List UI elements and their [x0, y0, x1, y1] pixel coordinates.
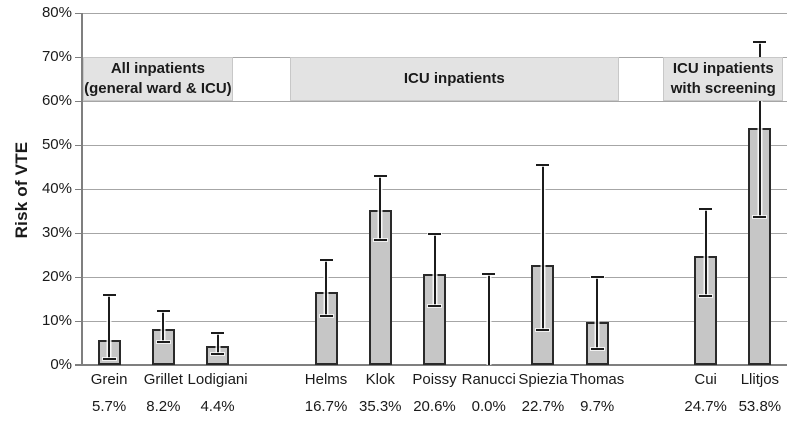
error-cap-low: [211, 352, 225, 355]
error-bar-cui: [704, 208, 707, 296]
study-label-grein: Grein: [90, 371, 128, 388]
x-axis-line: [75, 364, 787, 366]
value-label-grillet: 8.2%: [146, 398, 181, 415]
error-cap-low: [102, 358, 116, 361]
error-cap-high: [699, 207, 713, 210]
group-box-label: All inpatients: [110, 60, 205, 77]
error-cap-low: [319, 314, 333, 317]
study-label-thomas: Thomas: [570, 371, 625, 388]
group-box-label: (general ward & ICU): [84, 80, 232, 97]
study-label-llitjos: Llitjos: [740, 371, 780, 388]
error-cap-low: [590, 348, 604, 351]
error-cap-high: [211, 332, 225, 335]
error-bar-grillet: [162, 311, 165, 342]
y-tick-label: 50%: [41, 136, 72, 153]
error-bar-klok: [379, 176, 382, 240]
gridline-50: [82, 144, 787, 146]
error-bar-grein: [108, 294, 111, 360]
error-cap-high: [156, 310, 170, 313]
error-bar-thomas: [596, 277, 599, 350]
y-tick: [75, 100, 82, 102]
error-bar-spiezia: [541, 165, 544, 330]
group-box-label: ICU inpatients: [672, 60, 774, 77]
value-label-klok: 35.3%: [358, 398, 402, 415]
value-label-llitjos: 53.8%: [738, 398, 782, 415]
y-tick-label: 40%: [41, 180, 72, 197]
y-tick: [75, 232, 82, 234]
y-tick: [75, 56, 82, 58]
error-bar-llitjos: [758, 42, 761, 218]
error-cap-high: [102, 293, 116, 296]
error-cap-low: [699, 294, 713, 297]
group-box-label: with screening: [670, 80, 776, 97]
y-axis-line: [81, 13, 83, 365]
y-tick-label: 10%: [41, 312, 72, 329]
y-tick-label: 70%: [41, 48, 72, 65]
y-tick-label: 60%: [41, 92, 72, 109]
value-label-poissy: 20.6%: [413, 398, 456, 415]
error-cap-high: [428, 232, 441, 235]
y-tick: [75, 188, 82, 190]
study-label-grillet: Grillet: [143, 371, 183, 388]
value-label-lodigiani: 4.4%: [200, 398, 235, 415]
value-label-thomas: 9.7%: [580, 398, 615, 415]
error-cap-low: [753, 216, 767, 219]
y-tick-label: 80%: [41, 4, 72, 21]
study-label-lodigiani: Lodigiani: [187, 371, 248, 388]
study-label-poissy: Poissy: [412, 371, 457, 388]
study-label-klok: Klok: [365, 371, 395, 388]
error-cap-high: [590, 276, 604, 279]
error-bar-lodigiani: [216, 333, 219, 354]
group-box-label: ICU inpatients: [403, 70, 505, 87]
y-tick: [75, 144, 82, 146]
error-cap-low: [156, 340, 170, 343]
group-box-1: All inpatients (general ward & ICU): [83, 57, 233, 101]
value-label-helms: 16.7%: [304, 398, 348, 415]
gridline-60: [82, 100, 787, 102]
error-cap-low: [428, 304, 441, 307]
value-label-ranucci: 0.0%: [471, 398, 506, 415]
y-tick: [75, 320, 82, 322]
gridline-40: [82, 188, 787, 190]
value-label-spiezia: 22.7%: [521, 398, 565, 415]
error-cap-high: [373, 175, 387, 178]
study-label-helms: Helms: [304, 371, 348, 388]
error-cap-low: [373, 238, 387, 241]
y-tick: [75, 12, 82, 14]
value-label-cui: 24.7%: [684, 398, 727, 415]
error-bar-ranucci: [487, 274, 490, 365]
study-label-spiezia: Spiezia: [518, 371, 568, 388]
y-tick-label: 20%: [41, 268, 72, 285]
study-label-ranucci: Ranucci: [461, 371, 516, 388]
group-box-3: ICU inpatients with screening: [663, 57, 784, 101]
gridline-80: [82, 12, 787, 14]
study-label-cui: Cui: [694, 371, 717, 388]
y-tick: [75, 276, 82, 278]
plot-area: All inpatients (general ward & ICU) ICU in…: [75, 12, 787, 366]
error-bar-poissy: [433, 233, 436, 306]
error-cap-low: [536, 328, 550, 331]
error-cap-high: [536, 164, 550, 167]
error-bar-helms: [325, 260, 328, 316]
group-box-2: ICU inpatients: [289, 57, 619, 101]
value-label-grein: 5.7%: [92, 398, 127, 415]
error-cap-high: [482, 273, 496, 276]
error-cap-high: [319, 259, 333, 262]
error-cap-high: [753, 41, 767, 44]
y-tick-label: 0%: [50, 356, 72, 373]
y-tick-label: 30%: [41, 224, 72, 241]
